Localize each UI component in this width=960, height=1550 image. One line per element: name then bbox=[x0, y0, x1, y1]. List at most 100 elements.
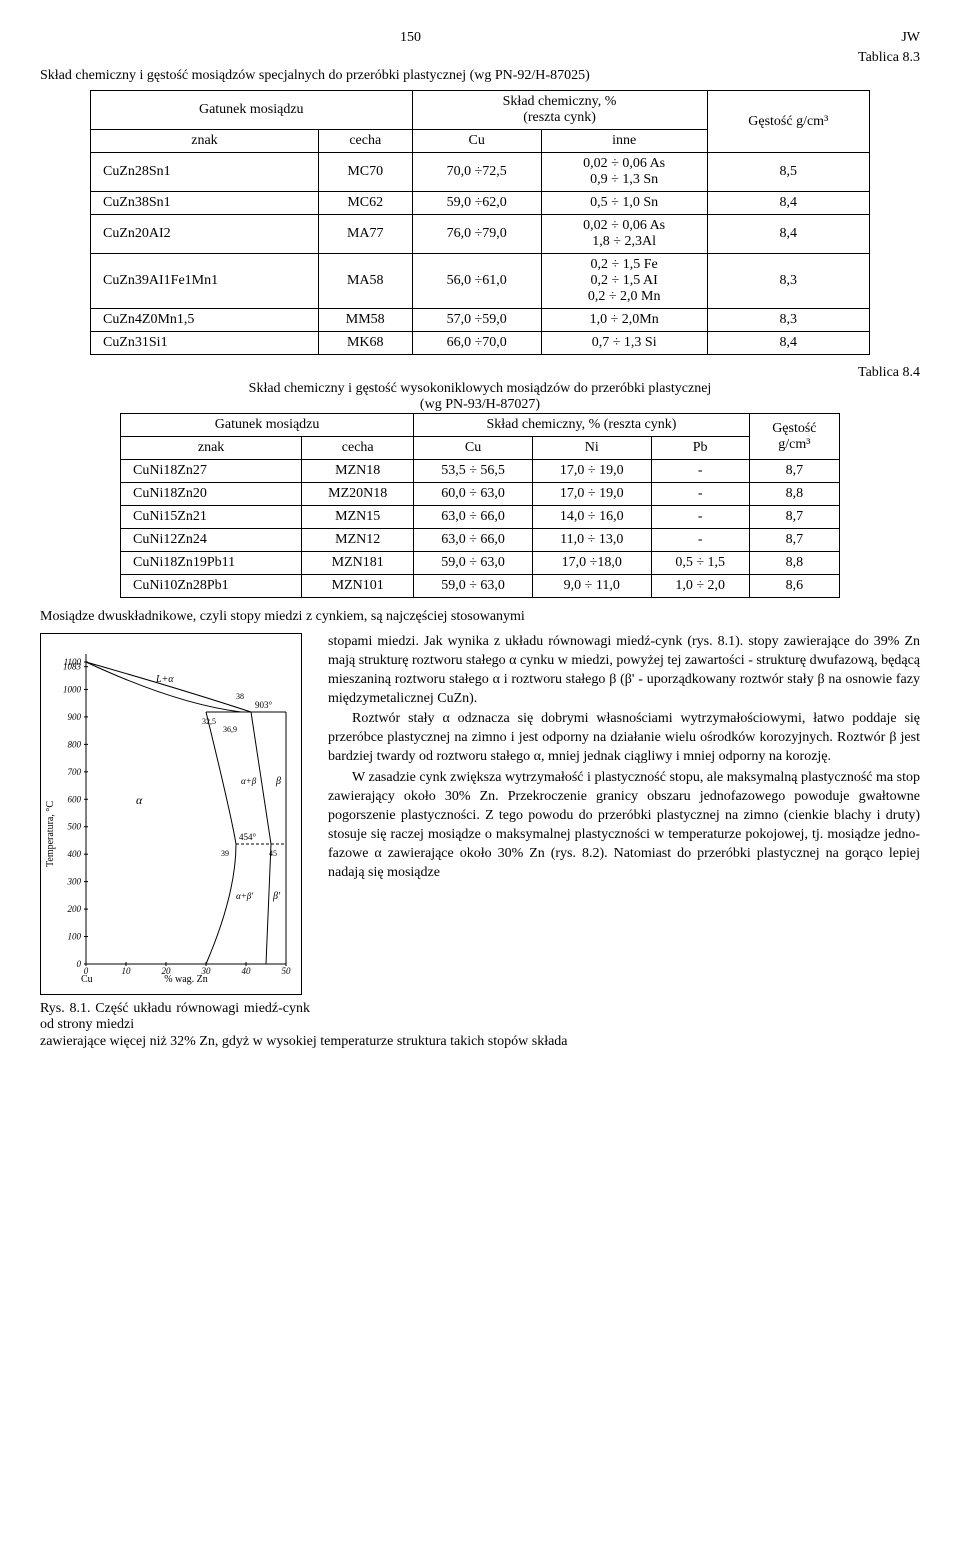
table2-col-ni: Ni bbox=[532, 437, 651, 460]
table-cell: 8,7 bbox=[749, 529, 839, 552]
table-row: CuNi18Zn20MZ20N1860,0 ÷ 63,017,0 ÷ 19,0-… bbox=[121, 483, 840, 506]
table1: Gatunek mosiądzu Skład chemiczny, % (res… bbox=[90, 90, 870, 355]
table-cell: 60,0 ÷ 63,0 bbox=[414, 483, 533, 506]
table-cell: MZN181 bbox=[302, 552, 414, 575]
figure-caption: Rys. 8.1. Część układu równowagi miedź-c… bbox=[40, 1001, 310, 1033]
table-cell: 59,0 ÷ 63,0 bbox=[414, 575, 533, 598]
svg-text:800: 800 bbox=[68, 739, 82, 749]
table-cell: CuZn28Sn1 bbox=[91, 153, 319, 192]
svg-text:0: 0 bbox=[77, 959, 82, 969]
table-cell: CuZn20AI2 bbox=[91, 215, 319, 254]
table-cell: 76,0 ÷79,0 bbox=[412, 215, 541, 254]
table-cell: MC62 bbox=[318, 192, 412, 215]
table-cell: - bbox=[651, 483, 749, 506]
table-cell: CuZn39AI1Fe1Mn1 bbox=[91, 254, 319, 309]
table-cell: MM58 bbox=[318, 309, 412, 332]
table1-header-sklad-l1: Skład chemiczny, % bbox=[503, 94, 617, 109]
table2-header-density: Gęstość g/cm³ bbox=[749, 414, 839, 460]
svg-text:100: 100 bbox=[68, 931, 82, 941]
table-cell: CuNi15Zn21 bbox=[121, 506, 302, 529]
svg-text:500: 500 bbox=[68, 822, 82, 832]
figure-point-454: 454° bbox=[239, 832, 257, 842]
table-cell: 59,0 ÷62,0 bbox=[412, 192, 541, 215]
figure-label-L-alpha: L+α bbox=[155, 674, 174, 685]
table-cell: 8,8 bbox=[749, 483, 839, 506]
table-cell: 0,02 ÷ 0,06 As 0,9 ÷ 1,3 Sn bbox=[541, 153, 707, 192]
table-cell: 8,6 bbox=[749, 575, 839, 598]
table2: Gatunek mosiądzu Skład chemiczny, % (res… bbox=[120, 413, 840, 598]
table-cell: 56,0 ÷61,0 bbox=[412, 254, 541, 309]
table-cell: 59,0 ÷ 63,0 bbox=[414, 552, 533, 575]
svg-text:40: 40 bbox=[242, 966, 252, 976]
table2-col-znak: znak bbox=[121, 437, 302, 460]
table1-header-gatunek: Gatunek mosiądzu bbox=[91, 91, 413, 130]
body-intro: Mosiądze dwuskładnikowe, czyli stopy mie… bbox=[40, 608, 920, 627]
figure-label-alpha-beta-prime: α+β' bbox=[236, 891, 254, 901]
table-cell: 8,7 bbox=[749, 460, 839, 483]
table2-col-pb: Pb bbox=[651, 437, 749, 460]
figure-point-45: 45 bbox=[269, 849, 277, 858]
svg-text:300: 300 bbox=[67, 877, 82, 887]
table1-caption-label: Tablica 8.3 bbox=[40, 50, 920, 66]
table-row: CuZn38Sn1MC6259,0 ÷62,00,5 ÷ 1,0 Sn8,4 bbox=[91, 192, 870, 215]
table-cell: MA58 bbox=[318, 254, 412, 309]
svg-text:900: 900 bbox=[68, 712, 82, 722]
figure-label-beta-prime: β' bbox=[272, 891, 281, 902]
figure-label-beta: β bbox=[275, 776, 281, 787]
figure-point-903: 903° bbox=[255, 700, 273, 710]
table-row: CuZn20AI2MA7776,0 ÷79,00,02 ÷ 0,06 As 1,… bbox=[91, 215, 870, 254]
body-final: zawierające więcej niż 32% Zn, gdyż w wy… bbox=[40, 1033, 920, 1052]
figure-point-38: 38 bbox=[236, 692, 244, 701]
table-cell: 0,5 ÷ 1,0 Sn bbox=[541, 192, 707, 215]
figure-point-39: 39 bbox=[221, 849, 229, 858]
table-row: CuNi12Zn24MZN1263,0 ÷ 66,011,0 ÷ 13,0-8,… bbox=[121, 529, 840, 552]
table-cell: 17,0 ÷ 19,0 bbox=[532, 483, 651, 506]
figure-label-alpha: α bbox=[136, 793, 143, 807]
table-row: CuZn28Sn1MC7070,0 ÷72,50,02 ÷ 0,06 As 0,… bbox=[91, 153, 870, 192]
table-cell: MZN12 bbox=[302, 529, 414, 552]
table2-header-gatunek: Gatunek mosiądzu bbox=[121, 414, 414, 437]
table2-caption-label: Tablica 8.4 bbox=[40, 365, 920, 381]
table-cell: MC70 bbox=[318, 153, 412, 192]
table-cell: CuNi18Zn27 bbox=[121, 460, 302, 483]
table1-col-znak: znak bbox=[91, 130, 319, 153]
table-cell: CuNi10Zn28Pb1 bbox=[121, 575, 302, 598]
table-cell: CuNi12Zn24 bbox=[121, 529, 302, 552]
table1-header-sklad-l2: (reszta cynk) bbox=[523, 110, 596, 125]
table2-title-l2: (wg PN-93/H-87027) bbox=[420, 397, 540, 412]
table-cell: 0,02 ÷ 0,06 As 1,8 ÷ 2,3Al bbox=[541, 215, 707, 254]
table-cell: MZN101 bbox=[302, 575, 414, 598]
table-cell: 66,0 ÷70,0 bbox=[412, 332, 541, 355]
table-cell: 57,0 ÷59,0 bbox=[412, 309, 541, 332]
table2-col-cu: Cu bbox=[414, 437, 533, 460]
table-cell: 14,0 ÷ 16,0 bbox=[532, 506, 651, 529]
figure-point-36-9: 36,9 bbox=[223, 725, 237, 734]
table-row: CuZn4Z0Mn1,5MM5857,0 ÷59,01,0 ÷ 2,0Mn8,3 bbox=[91, 309, 870, 332]
table-cell: - bbox=[651, 460, 749, 483]
table-cell: 0,7 ÷ 1,3 Si bbox=[541, 332, 707, 355]
table1-col-inne: inne bbox=[541, 130, 707, 153]
table-cell: 11,0 ÷ 13,0 bbox=[532, 529, 651, 552]
svg-text:700: 700 bbox=[68, 767, 82, 777]
table1-col-cu: Cu bbox=[412, 130, 541, 153]
table1-col-cecha: cecha bbox=[318, 130, 412, 153]
table-cell: 8,4 bbox=[707, 192, 869, 215]
table-cell: 8,4 bbox=[707, 332, 869, 355]
table-cell: 17,0 ÷18,0 bbox=[532, 552, 651, 575]
table-row: CuNi10Zn28Pb1MZN10159,0 ÷ 63,09,0 ÷ 11,0… bbox=[121, 575, 840, 598]
figure-label-alpha-beta: α+β bbox=[241, 776, 257, 786]
svg-text:600: 600 bbox=[68, 794, 82, 804]
figure-x-corner: Cu bbox=[81, 974, 93, 985]
figure-y-axis-label: Temperatura, °C bbox=[45, 801, 56, 867]
table-row: CuZn31Si1MK6866,0 ÷70,00,7 ÷ 1,3 Si8,4 bbox=[91, 332, 870, 355]
figure-point-32-5: 32,5 bbox=[202, 717, 216, 726]
table2-title-l1: Skład chemiczny i gęstość wysokoniklowyc… bbox=[249, 381, 712, 396]
table-cell: CuZn38Sn1 bbox=[91, 192, 319, 215]
table-cell: 53,5 ÷ 56,5 bbox=[414, 460, 533, 483]
table2-header-density-l2: g/cm³ bbox=[778, 437, 810, 452]
table2-header-density-l1: Gęstość bbox=[772, 421, 816, 436]
svg-text:400: 400 bbox=[68, 849, 82, 859]
svg-text:1083: 1083 bbox=[63, 662, 82, 672]
table-cell: 63,0 ÷ 66,0 bbox=[414, 506, 533, 529]
table-cell: - bbox=[651, 529, 749, 552]
